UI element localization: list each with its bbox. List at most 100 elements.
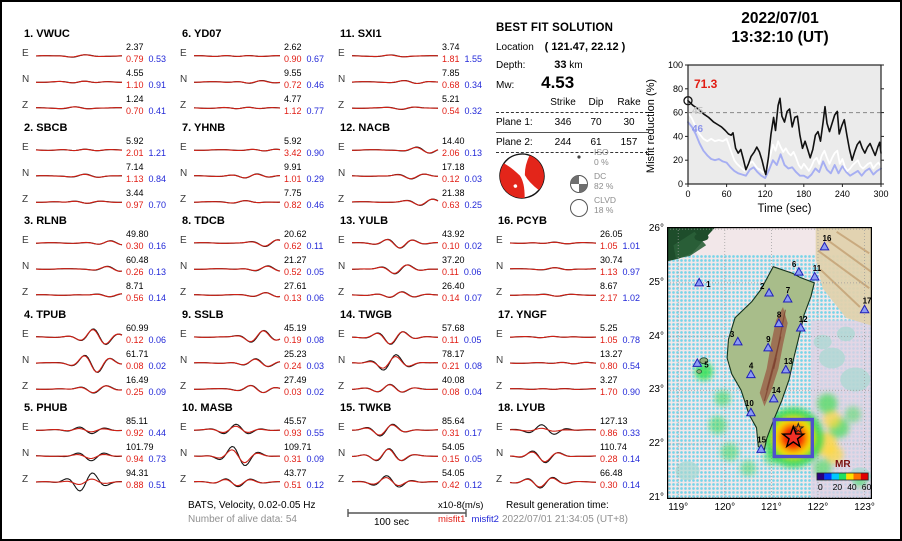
waveform-row-e: E 5.92 3.42 0.90 bbox=[180, 136, 332, 162]
alive-data-count: Number of alive data: 54 bbox=[188, 514, 297, 525]
misfit2-value: 0.90 bbox=[306, 147, 325, 158]
misfit1-value: 0.31 bbox=[442, 428, 460, 438]
misfit1-value: 1.13 bbox=[600, 267, 618, 277]
map-station-triangle-17 bbox=[859, 304, 870, 314]
waveform-row-z: Z 94.31 0.88 0.51 bbox=[22, 468, 174, 494]
component-label: Z bbox=[338, 474, 345, 485]
component-label: N bbox=[22, 354, 30, 366]
waveform-trace bbox=[35, 200, 123, 204]
misfit1-value: 1.05 bbox=[600, 241, 618, 251]
amplitude-value: 85.64 bbox=[442, 416, 465, 426]
misfit2-value: 0.12 bbox=[464, 480, 483, 490]
amplitude-value: 27.61 bbox=[284, 281, 307, 291]
misfit1-value: 0.26 bbox=[126, 267, 144, 277]
misfit2-value: 0.06 bbox=[148, 334, 167, 345]
misfit2-value: 0.70 bbox=[148, 199, 167, 210]
misfit1-legend: misfit1 bbox=[438, 514, 466, 525]
waveform-trace bbox=[351, 54, 439, 58]
iso-component: ISO 0 % bbox=[568, 147, 654, 170]
component-label: Z bbox=[496, 287, 503, 298]
amplitude-value: 2.62 bbox=[284, 42, 302, 52]
station-block-rlnb: 3. RLNB E 49.80 0.30 0.16 N 60.48 0.26 0.13 Z 8.71… bbox=[22, 215, 174, 307]
waveform-row-n: N 21.27 0.52 0.05 bbox=[180, 255, 332, 281]
clvd-pct: 18 % bbox=[594, 205, 614, 215]
waveform-trace bbox=[351, 106, 439, 110]
y-tick-label: 40 bbox=[673, 131, 683, 141]
station-block-yngf: 17. YNGF E 5.25 1.05 0.78 N 13.27 0.80 0.54 Z 3.27… bbox=[496, 309, 648, 401]
waveform-row-n: N 4.55 1.10 0.91 bbox=[22, 68, 174, 94]
waveform-trace bbox=[509, 387, 597, 390]
amplitude-value: 60.48 bbox=[126, 255, 149, 265]
misfit2-value: 0.08 bbox=[306, 334, 325, 345]
misfit1-value: 0.12 bbox=[126, 334, 144, 345]
component-label: N bbox=[180, 448, 188, 459]
waveform-row-e: E 2.62 0.90 0.67 bbox=[180, 42, 332, 68]
amplitude-value: 3.74 bbox=[442, 42, 460, 52]
station-block-twgb: 14. TWGB E 57.68 0.11 0.05 N 78.17 0.21 0.08 Z 40.… bbox=[338, 309, 490, 401]
amplitude-value: 8.71 bbox=[126, 281, 144, 291]
waveform-row-z: Z 4.77 1.12 0.77 bbox=[180, 94, 332, 120]
station-block-yd07: 6. YD07 E 2.62 0.90 0.67 N 9.55 0.72 0.46 Z 4.77 1.… bbox=[180, 28, 332, 120]
component-label: E bbox=[338, 422, 345, 433]
y-tick-label: 100 bbox=[668, 60, 683, 70]
misfit2-value: 0.51 bbox=[148, 480, 167, 490]
waveform-row-z: Z 7.75 0.82 0.46 bbox=[180, 188, 332, 214]
mr-colorbar-tick: 20 bbox=[833, 482, 843, 492]
misfit2-value: 0.44 bbox=[148, 428, 167, 438]
misfit2-value: 0.34 bbox=[464, 80, 483, 90]
misfit2-value: 0.03 bbox=[306, 360, 325, 371]
amplitude-value: 20.62 bbox=[284, 229, 307, 239]
waveform-row-z: Z 27.61 0.13 0.06 bbox=[180, 281, 332, 307]
waveform-trace bbox=[509, 293, 597, 297]
misfit2-value: 0.12 bbox=[306, 480, 325, 490]
component-label: Z bbox=[496, 474, 503, 485]
waveform-trace bbox=[193, 199, 281, 204]
misfit-series-1 bbox=[687, 111, 882, 175]
station-block-sxi1: 11. SXI1 E 3.74 1.81 1.55 N 7.85 0.68 0.34 Z 5.21 0… bbox=[338, 28, 490, 120]
waveform-row-e: E 43.92 0.10 0.02 bbox=[338, 229, 490, 255]
waveform-trace bbox=[351, 173, 439, 179]
waveform-trace bbox=[193, 106, 281, 110]
station-title: 5. PHUB bbox=[24, 402, 68, 414]
amplitude-value: 30.74 bbox=[600, 255, 623, 265]
mr-colorbar-tick: 40 bbox=[847, 482, 857, 492]
waveform-trace bbox=[351, 330, 439, 345]
y-tick-label: 20 bbox=[673, 155, 683, 165]
station-title: 8. TDCB bbox=[182, 215, 225, 227]
component-label: Z bbox=[496, 380, 503, 392]
misfit2-value: 0.06 bbox=[463, 267, 482, 277]
x-tick-label: 300 bbox=[873, 189, 888, 199]
station-block-sbcb: 2. SBCB E 5.92 2.01 1.21 N 7.14 1.13 0.84 Z 3.44 0.… bbox=[22, 122, 174, 214]
waveform-trace bbox=[35, 106, 123, 110]
waveform-trace bbox=[35, 240, 123, 246]
misfit2-value: 0.67 bbox=[306, 54, 325, 64]
waveform-trace bbox=[351, 291, 439, 298]
waveform-row-n: N 9.55 0.72 0.46 bbox=[180, 68, 332, 94]
map-station-number-6: 6 bbox=[792, 260, 797, 269]
amplitude-value: 13.27 bbox=[600, 348, 623, 359]
station-title: 7. YHNB bbox=[182, 121, 226, 134]
component-label: Z bbox=[180, 380, 187, 392]
focal-mechanism-beachball bbox=[499, 153, 545, 199]
amplitude-value: 40.08 bbox=[442, 374, 465, 385]
amplitude-value: 60.99 bbox=[126, 322, 149, 333]
misfit2-value: 0.17 bbox=[464, 428, 483, 438]
waveform-trace bbox=[35, 354, 123, 373]
misfit2-value: 0.41 bbox=[148, 106, 167, 116]
component-label: N bbox=[338, 261, 346, 272]
y-tick-label: 60 bbox=[673, 108, 683, 118]
misfit1-value: 0.10 bbox=[442, 241, 460, 251]
component-label: Z bbox=[22, 287, 29, 298]
amplitude-value: 37.20 bbox=[442, 255, 465, 265]
misfit2-value: 0.03 bbox=[464, 173, 483, 184]
misfit2-value: 0.05 bbox=[463, 334, 482, 345]
misfit2-value: 0.90 bbox=[622, 386, 641, 397]
waveform-trace bbox=[509, 361, 597, 364]
map-station-triangle-11 bbox=[809, 271, 820, 281]
misfit1-value: 0.42 bbox=[442, 480, 460, 490]
waveform-row-z: Z 21.38 0.63 0.25 bbox=[338, 188, 490, 214]
misfit2-value: 0.16 bbox=[148, 241, 167, 251]
dc-label: DC bbox=[594, 171, 607, 181]
station-block-yulb: 13. YULB E 43.92 0.10 0.02 N 37.20 0.11 0.06 Z 26.… bbox=[338, 215, 490, 307]
